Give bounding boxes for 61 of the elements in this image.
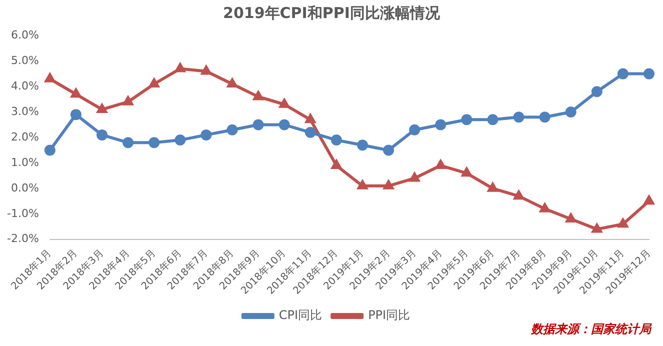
point xyxy=(122,137,134,148)
point xyxy=(409,124,420,136)
point xyxy=(566,214,576,222)
point xyxy=(644,68,654,80)
point xyxy=(383,144,394,156)
point xyxy=(410,172,420,182)
y-tick-label: 6.0% xyxy=(10,28,39,42)
point xyxy=(70,109,82,120)
y-tick-label: 4.0% xyxy=(10,79,39,92)
point xyxy=(305,114,316,124)
y-tick-label: 2.0% xyxy=(10,130,39,144)
point xyxy=(96,129,108,140)
y-tick-label: -2.0% xyxy=(6,232,39,246)
point xyxy=(304,126,316,138)
point xyxy=(123,96,134,106)
point xyxy=(436,160,446,170)
point xyxy=(618,218,628,228)
point xyxy=(462,168,472,177)
y-tick-label: 3.0% xyxy=(10,104,39,118)
point xyxy=(514,190,524,200)
point xyxy=(617,68,628,80)
point xyxy=(148,137,160,148)
point xyxy=(278,119,290,130)
point xyxy=(253,91,264,100)
point xyxy=(330,134,342,146)
point xyxy=(71,88,81,98)
y-tick-label: 0.0% xyxy=(10,181,39,194)
source-note: 数据来源：国家统计局 xyxy=(531,321,651,338)
point xyxy=(227,78,238,88)
y-tick-label: 1.0% xyxy=(10,156,39,169)
point xyxy=(97,104,107,113)
point xyxy=(565,106,576,118)
point xyxy=(358,180,368,190)
y-tick-label: -1.0% xyxy=(6,206,39,220)
point xyxy=(200,129,212,140)
point xyxy=(174,134,186,146)
point xyxy=(384,180,394,190)
point xyxy=(44,144,56,156)
point xyxy=(539,112,550,123)
point xyxy=(435,119,446,130)
point xyxy=(279,98,290,108)
point xyxy=(591,86,602,98)
chart-title: 2019年CPI和PPI同比涨幅情况 xyxy=(222,4,441,23)
y-tick-label: 5.0% xyxy=(10,54,39,67)
point xyxy=(44,73,55,82)
point xyxy=(149,78,160,88)
point xyxy=(488,182,498,192)
point xyxy=(592,224,602,233)
point xyxy=(252,119,264,130)
point xyxy=(356,140,368,151)
point xyxy=(226,124,238,136)
point xyxy=(175,63,186,72)
point xyxy=(487,114,498,126)
point xyxy=(461,114,472,126)
legend-label: PPI同比 xyxy=(368,308,410,322)
legend-label: CPI同比 xyxy=(278,308,322,322)
point xyxy=(644,196,654,205)
point xyxy=(513,112,524,123)
point xyxy=(540,203,550,212)
point xyxy=(331,160,342,170)
point xyxy=(201,66,212,75)
